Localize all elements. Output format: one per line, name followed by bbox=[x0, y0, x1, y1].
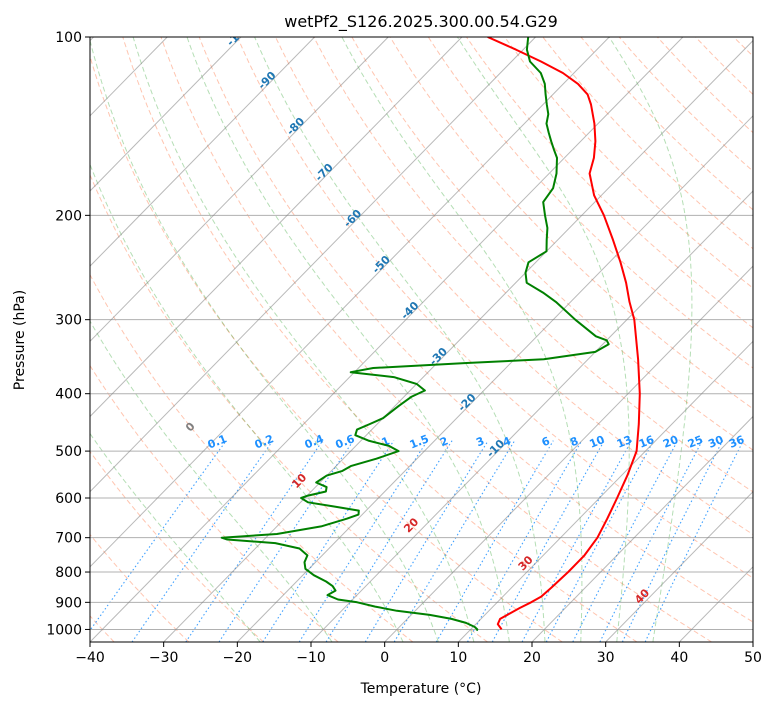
mixing-ratio-line bbox=[298, 440, 428, 642]
moist-adiabat-line bbox=[90, 320, 333, 642]
isotherm-line bbox=[457, 340, 753, 642]
temperature-profile-line bbox=[487, 37, 641, 630]
moist-adiabat-line bbox=[90, 432, 261, 642]
axes-layer: −40 −30 −20 −10 0 10 20 30 40 50 1000 900 800 700 600 5… bbox=[46, 30, 762, 666]
mixing-ratio-line bbox=[218, 440, 354, 642]
x-tick-label: 20 bbox=[523, 650, 541, 666]
mixing-ratio-line bbox=[491, 440, 605, 642]
mixing-ratio-label: 1 bbox=[380, 434, 392, 449]
y-tick-label: 300 bbox=[55, 313, 82, 329]
x-tick-label: 0 bbox=[380, 650, 389, 666]
plot-background bbox=[90, 37, 753, 642]
dry-adiabat-line bbox=[618, 37, 753, 172]
y-tick-label: 1000 bbox=[46, 622, 82, 638]
y-tick-label: 800 bbox=[55, 565, 82, 581]
x-tick-label: 50 bbox=[744, 650, 762, 666]
moist-adiabat-line bbox=[254, 37, 546, 642]
y-tick-label: 600 bbox=[55, 491, 82, 507]
mixing-ratio-line bbox=[131, 440, 274, 642]
mixing-ratio-label: 20 bbox=[661, 433, 680, 451]
dry-adiabat-line bbox=[198, 37, 753, 623]
profile-layer bbox=[220, 37, 641, 632]
mixing-ratio-line bbox=[185, 440, 324, 642]
isotherm-line bbox=[90, 37, 610, 568]
mixing-ratio-label: 25 bbox=[686, 433, 705, 451]
mixing-ratio-line bbox=[599, 440, 703, 642]
mixing-ratio-line bbox=[262, 440, 395, 642]
mixing-ratio-line bbox=[621, 440, 724, 642]
y-tick-label: 700 bbox=[55, 531, 82, 547]
dry-adiabat-line bbox=[427, 37, 753, 369]
plot-frame bbox=[89, 36, 754, 643]
moist-adiabat-line bbox=[90, 163, 404, 642]
y-tick-label: 200 bbox=[55, 208, 82, 224]
isotherm-label: -100 bbox=[224, 20, 253, 49]
mixing-ratio-label: 13 bbox=[615, 433, 634, 451]
dry-adiabat-line bbox=[236, 37, 753, 579]
isotherm-line bbox=[236, 115, 753, 642]
mixing-ratio-line bbox=[90, 440, 227, 632]
y-tick-label: 500 bbox=[55, 444, 82, 460]
dry-adiabat-line bbox=[466, 37, 753, 329]
x-tick-label: −40 bbox=[75, 650, 105, 666]
mixing-ratio-label: 3 bbox=[474, 434, 486, 449]
dry-adiabat-line bbox=[389, 37, 753, 410]
y-tick-label: 900 bbox=[55, 595, 82, 611]
mixing-ratio-line bbox=[644, 440, 744, 642]
moist-adiabat-line bbox=[608, 37, 693, 642]
dry-adiabat-line bbox=[122, 37, 638, 642]
dry-adiabat-line bbox=[90, 54, 563, 642]
mixing-ratio-label: 16 bbox=[637, 433, 656, 451]
mixing-ratio-label: 8 bbox=[568, 434, 580, 449]
y-axis-title: Pressure (hPa) bbox=[12, 290, 28, 390]
isotherm-line bbox=[310, 190, 753, 642]
mixing-ratio-label: 2 bbox=[438, 434, 450, 449]
grid-layer bbox=[90, 37, 753, 642]
isotherm-line bbox=[90, 37, 389, 343]
mixing-ratio-label: 36 bbox=[727, 433, 746, 451]
x-tick-label: 30 bbox=[597, 650, 615, 666]
mixing-ratio-line bbox=[364, 440, 489, 642]
dry-adiabat-line bbox=[90, 273, 414, 642]
dry-adiabat-line bbox=[542, 37, 753, 250]
x-axis-title: Temperature (°C) bbox=[360, 681, 482, 697]
dry-adiabat-line bbox=[275, 37, 753, 536]
chart-title: wetPf2_S126.2025.300.00.54.G29 bbox=[284, 12, 558, 32]
dry-adiabat-line bbox=[160, 37, 712, 642]
isotherm-line bbox=[605, 490, 753, 642]
y-tick-label: 100 bbox=[55, 30, 82, 46]
isotherm-line bbox=[384, 265, 753, 642]
x-tick-label: −10 bbox=[296, 650, 326, 666]
x-tick-label: 10 bbox=[449, 650, 467, 666]
dewpoint-profile-line bbox=[220, 37, 610, 632]
moist-adiabat-line bbox=[132, 37, 475, 642]
mixing-ratio-line bbox=[325, 440, 453, 642]
isotherm-line bbox=[90, 37, 315, 267]
mixing-ratio-line bbox=[467, 440, 583, 642]
isotherm-line bbox=[531, 415, 753, 642]
dry-adiabat-line bbox=[90, 533, 190, 642]
x-tick-label: −30 bbox=[149, 650, 179, 666]
moist-adiabat-line bbox=[186, 37, 510, 642]
moist-adiabat-line bbox=[90, 38, 439, 642]
isotherm-line bbox=[90, 37, 536, 493]
mixing-ratio-line bbox=[521, 440, 633, 642]
y-tick-label: 400 bbox=[55, 387, 82, 403]
isotherm-line bbox=[90, 37, 242, 192]
isotherm-line bbox=[90, 37, 463, 418]
mixing-ratio-line bbox=[435, 440, 554, 642]
moist-adiabat-line bbox=[456, 37, 630, 642]
dry-adiabat-line bbox=[90, 173, 488, 642]
mixing-ratio-label: 30 bbox=[706, 433, 725, 451]
isotherm-line bbox=[90, 37, 684, 642]
x-tick-label: −20 bbox=[223, 650, 253, 666]
x-tick-label: 40 bbox=[670, 650, 688, 666]
mixing-ratio-label: 10 bbox=[587, 433, 606, 451]
